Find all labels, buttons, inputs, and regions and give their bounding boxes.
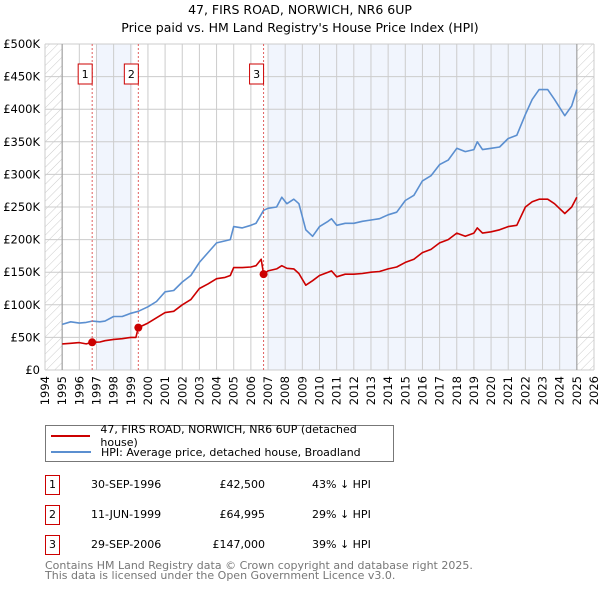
chart-title: 47, FIRS ROAD, NORWICH, NR6 6UP xyxy=(188,2,412,17)
y-tick-label: £500K xyxy=(3,37,40,51)
x-tick-label: 2003 xyxy=(192,376,206,405)
x-tick-label: 2014 xyxy=(381,376,395,405)
x-tick-label: 2016 xyxy=(415,376,429,405)
legend: 47, FIRS ROAD, NORWICH, NR6 6UP (detache… xyxy=(45,423,394,462)
sale-label: 1 xyxy=(82,68,89,81)
legend-swatch-property xyxy=(51,435,91,437)
x-tick-label: 2002 xyxy=(175,376,189,405)
y-tick-label: £250K xyxy=(3,200,40,214)
x-tick-label: 2026 xyxy=(587,376,600,405)
sale-number-badge: 2 xyxy=(45,505,60,525)
x-tick-label: 1997 xyxy=(89,376,103,405)
x-tick-label: 2017 xyxy=(433,376,447,405)
sale-date: 11-JUN-1999 xyxy=(91,508,162,521)
x-tick-label: 2018 xyxy=(450,376,464,405)
x-tick-label: 2001 xyxy=(158,376,172,405)
legend-label: HPI: Average price, detached house, Broa… xyxy=(101,445,361,459)
sale-price: £42,500 xyxy=(219,478,266,491)
x-tick-label: 1995 xyxy=(55,376,69,405)
y-tick-label: £50K xyxy=(11,330,41,344)
x-tick-label: 2019 xyxy=(467,376,481,405)
y-tick-label: £350K xyxy=(3,135,40,149)
sale-hpi-diff: 39% ↓ HPI xyxy=(312,538,371,551)
sale-number-badge: 3 xyxy=(45,535,60,555)
x-tick-label: 1998 xyxy=(107,376,121,405)
sale-row: 2 11-JUN-1999 £64,995 29% ↓ HPI xyxy=(45,505,565,525)
y-tick-label: £300K xyxy=(3,167,40,181)
x-tick-label: 2005 xyxy=(227,376,241,405)
sale-price: £147,000 xyxy=(212,538,266,551)
sale-point xyxy=(88,338,97,347)
sale-hpi-diff: 29% ↓ HPI xyxy=(312,508,371,521)
y-tick-label: £400K xyxy=(3,102,40,116)
sale-date: 30-SEP-1996 xyxy=(91,478,162,491)
x-tick-label: 2011 xyxy=(330,376,344,405)
sale-date: 29-SEP-2006 xyxy=(91,538,162,551)
x-tick-label: 2015 xyxy=(398,376,412,405)
x-tick-label: 2025 xyxy=(570,376,584,405)
x-tick-label: 2024 xyxy=(553,376,567,405)
legend-item-hpi: HPI: Average price, detached house, Broa… xyxy=(51,444,361,460)
sale-row: 1 30-SEP-1996 £42,500 43% ↓ HPI xyxy=(45,475,565,495)
x-tick-label: 2000 xyxy=(141,376,155,405)
sale-label-box xyxy=(77,63,93,85)
series-line-hpi xyxy=(61,88,578,326)
y-tick-label: £100K xyxy=(3,298,40,312)
sale-label-box xyxy=(249,63,265,85)
footer-copyright: Contains HM Land Registry data © Crown c… xyxy=(45,559,473,572)
x-tick-label: 2004 xyxy=(210,376,224,405)
x-tick-label: 1994 xyxy=(38,376,52,405)
footer-licence: This data is licensed under the Open Gov… xyxy=(45,569,396,582)
y-tick-label: £150K xyxy=(3,265,40,279)
x-tick-label: 2022 xyxy=(518,376,532,405)
x-tick-label: 2021 xyxy=(501,376,515,405)
sale-point xyxy=(134,323,143,332)
legend-swatch-hpi xyxy=(51,451,91,453)
x-tick-label: 2006 xyxy=(244,376,258,405)
x-tick-label: 2009 xyxy=(295,376,309,405)
sale-hpi-diff: 43% ↓ HPI xyxy=(312,478,371,491)
sale-row: 3 29-SEP-2006 £147,000 39% ↓ HPI xyxy=(45,535,565,555)
x-tick-label: 2010 xyxy=(313,376,327,405)
y-tick-label: £450K xyxy=(3,70,40,84)
x-tick-label: 2020 xyxy=(484,376,498,405)
legend-item-property: 47, FIRS ROAD, NORWICH, NR6 6UP (detache… xyxy=(51,423,393,449)
legend-label: 47, FIRS ROAD, NORWICH, NR6 6UP (detache… xyxy=(100,423,357,449)
chart-subtitle: Price paid vs. HM Land Registry's House … xyxy=(121,20,479,35)
y-tick-label: £0 xyxy=(25,363,40,377)
sale-number-badge: 1 xyxy=(45,475,60,495)
x-tick-label: 2007 xyxy=(261,376,275,405)
sale-price: £64,995 xyxy=(219,508,266,521)
x-tick-label: 1999 xyxy=(124,376,138,405)
x-tick-label: 2008 xyxy=(278,376,292,405)
sale-point xyxy=(259,270,268,279)
x-tick-label: 2023 xyxy=(536,376,550,405)
series-line-property xyxy=(62,196,578,345)
x-tick-label: 2013 xyxy=(364,376,378,405)
y-tick-label: £200K xyxy=(3,233,40,247)
sale-label: 2 xyxy=(128,68,135,81)
x-tick-label: 1996 xyxy=(72,376,86,405)
sale-label-box xyxy=(123,63,139,85)
sale-label: 3 xyxy=(253,68,260,81)
x-tick-label: 2012 xyxy=(347,376,361,405)
